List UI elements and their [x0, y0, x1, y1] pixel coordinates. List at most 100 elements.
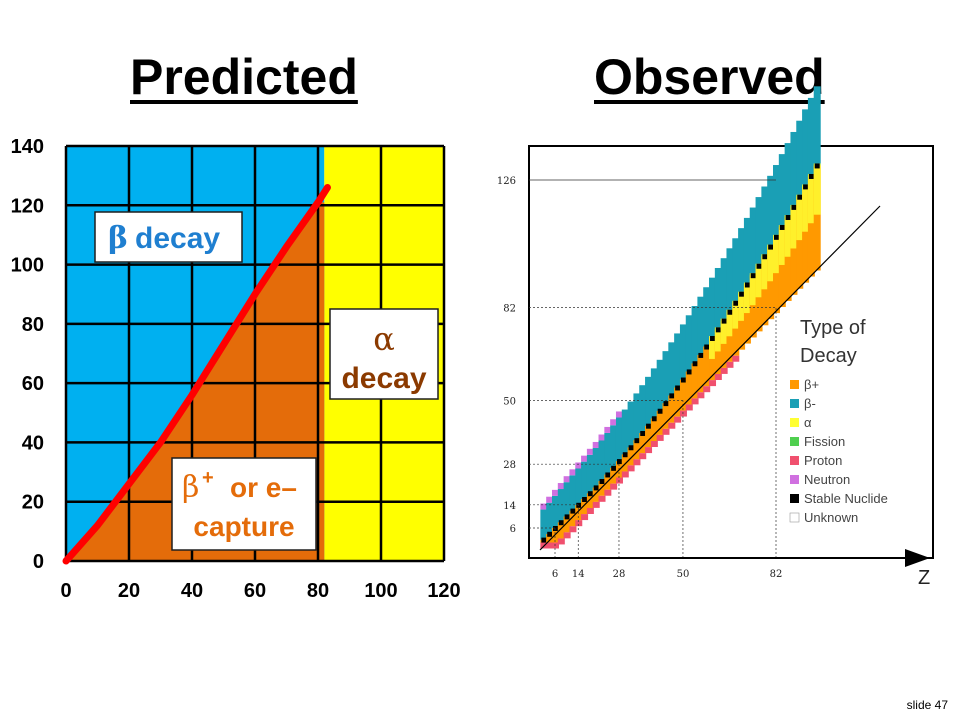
n-equals-z-line — [539, 205, 881, 551]
stable-cell — [558, 520, 564, 526]
beta-minus-cell — [662, 351, 670, 404]
proton-cell — [703, 386, 711, 393]
beta-plus-cell — [557, 522, 565, 539]
beta-minus-cell — [581, 461, 589, 499]
proton-cell — [650, 441, 658, 447]
beta-plus-cell — [767, 246, 775, 320]
neutron-cell — [586, 448, 594, 455]
beta-plus-cell — [703, 346, 711, 387]
neutron-cell — [610, 419, 618, 426]
stable-cell — [750, 273, 756, 279]
observed-y-tick: 82 — [503, 304, 516, 315]
beta-plus-cell — [697, 354, 705, 393]
beta-plus-cell — [668, 395, 676, 423]
beta-decay-box: β decay — [94, 211, 243, 263]
proton-cell — [557, 538, 565, 545]
alpha-cell — [743, 282, 751, 314]
beta-minus-cell — [813, 86, 821, 166]
beta-minus-cell — [714, 267, 722, 330]
beta-minus-cell — [778, 154, 786, 227]
proton-cell — [674, 416, 682, 423]
beta-plus-cell — [586, 493, 594, 508]
y-tick-label: 40 — [22, 432, 44, 454]
proton-cell — [581, 514, 589, 521]
neutron-cell — [592, 441, 600, 448]
beta-plus-cell — [627, 447, 635, 466]
beta-minus-cell — [569, 475, 577, 511]
stable-cell — [785, 214, 791, 220]
beta-minus-cell — [720, 258, 728, 321]
y-tick-label: 80 — [22, 314, 44, 336]
stable-cell — [680, 377, 686, 383]
stability-line — [62, 184, 331, 565]
beta-minus-cell — [546, 502, 554, 534]
observed-x-tick: 28 — [613, 569, 626, 580]
beta-plus-cell — [685, 371, 693, 405]
beta-plus-cell — [662, 403, 670, 429]
beta-minus-cell — [703, 287, 711, 347]
stable-cell — [553, 526, 558, 531]
stable-cell — [628, 445, 634, 451]
legend-swatch — [790, 494, 799, 503]
beta-plus-cell — [563, 516, 571, 533]
beta-minus-cell — [627, 401, 635, 448]
proton-cell — [569, 526, 577, 533]
legend-swatch — [790, 456, 799, 465]
beta-minus-cell — [575, 468, 583, 505]
legend-label: Fission — [804, 434, 845, 449]
neutron-cell — [546, 496, 554, 503]
neutron-cell — [604, 426, 612, 433]
beta-minus-cell — [796, 120, 804, 197]
beta-plus-cell — [726, 311, 734, 362]
alpha-cell — [767, 244, 775, 282]
alpha-cell — [784, 214, 792, 257]
stable-cell — [791, 204, 797, 210]
alpha-cell — [749, 273, 757, 306]
stable-cell — [646, 423, 652, 429]
z-axis-arrow-icon — [905, 549, 930, 567]
legend-label: β+ — [804, 377, 819, 392]
stable-cell — [611, 465, 617, 471]
proton-cell — [668, 422, 676, 429]
beta-minus-cell — [563, 482, 571, 517]
beta-plus-cell — [656, 410, 664, 435]
legend-swatch — [790, 437, 799, 446]
beta-minus-cell — [802, 109, 810, 187]
neutron-cell — [563, 476, 571, 483]
beta-plus-cell — [552, 528, 559, 543]
alpha-cell — [807, 173, 815, 224]
proton-cell — [685, 404, 693, 411]
beta-minus-cell — [743, 217, 751, 285]
beta-minus-cell — [761, 186, 769, 257]
proton-cell — [552, 542, 559, 549]
legend-swatch — [790, 380, 799, 389]
stable-cell — [715, 327, 721, 333]
beta-minus-cell — [749, 207, 757, 276]
proton-cell — [679, 410, 687, 417]
y-tick-label: 0 — [33, 551, 44, 573]
beta-plus-cell — [639, 432, 647, 454]
beta-minus-cell — [773, 165, 780, 237]
observed-x-tick: 50 — [677, 569, 690, 580]
stable-cell — [576, 502, 582, 508]
alpha-cell — [732, 300, 740, 329]
stable-cell — [616, 459, 622, 465]
predicted-title: Predicted — [130, 49, 358, 105]
legend-label: β- — [804, 396, 816, 411]
neutron-cell — [540, 503, 548, 510]
beta-minus-cell — [639, 385, 647, 433]
beta-minus-cell — [697, 296, 705, 355]
stable-cell — [634, 438, 640, 444]
stable-cell — [692, 361, 698, 367]
beta-minus-cell — [732, 238, 740, 303]
beta-minus-cell — [755, 197, 763, 266]
stable-cell — [587, 491, 593, 497]
y-tick-label: 140 — [11, 136, 44, 158]
stable-cell — [704, 344, 710, 350]
observed-x-tick: 82 — [770, 569, 783, 580]
proton-cell — [726, 361, 734, 368]
alpha-cell — [709, 335, 717, 359]
stable-cell — [686, 369, 692, 375]
